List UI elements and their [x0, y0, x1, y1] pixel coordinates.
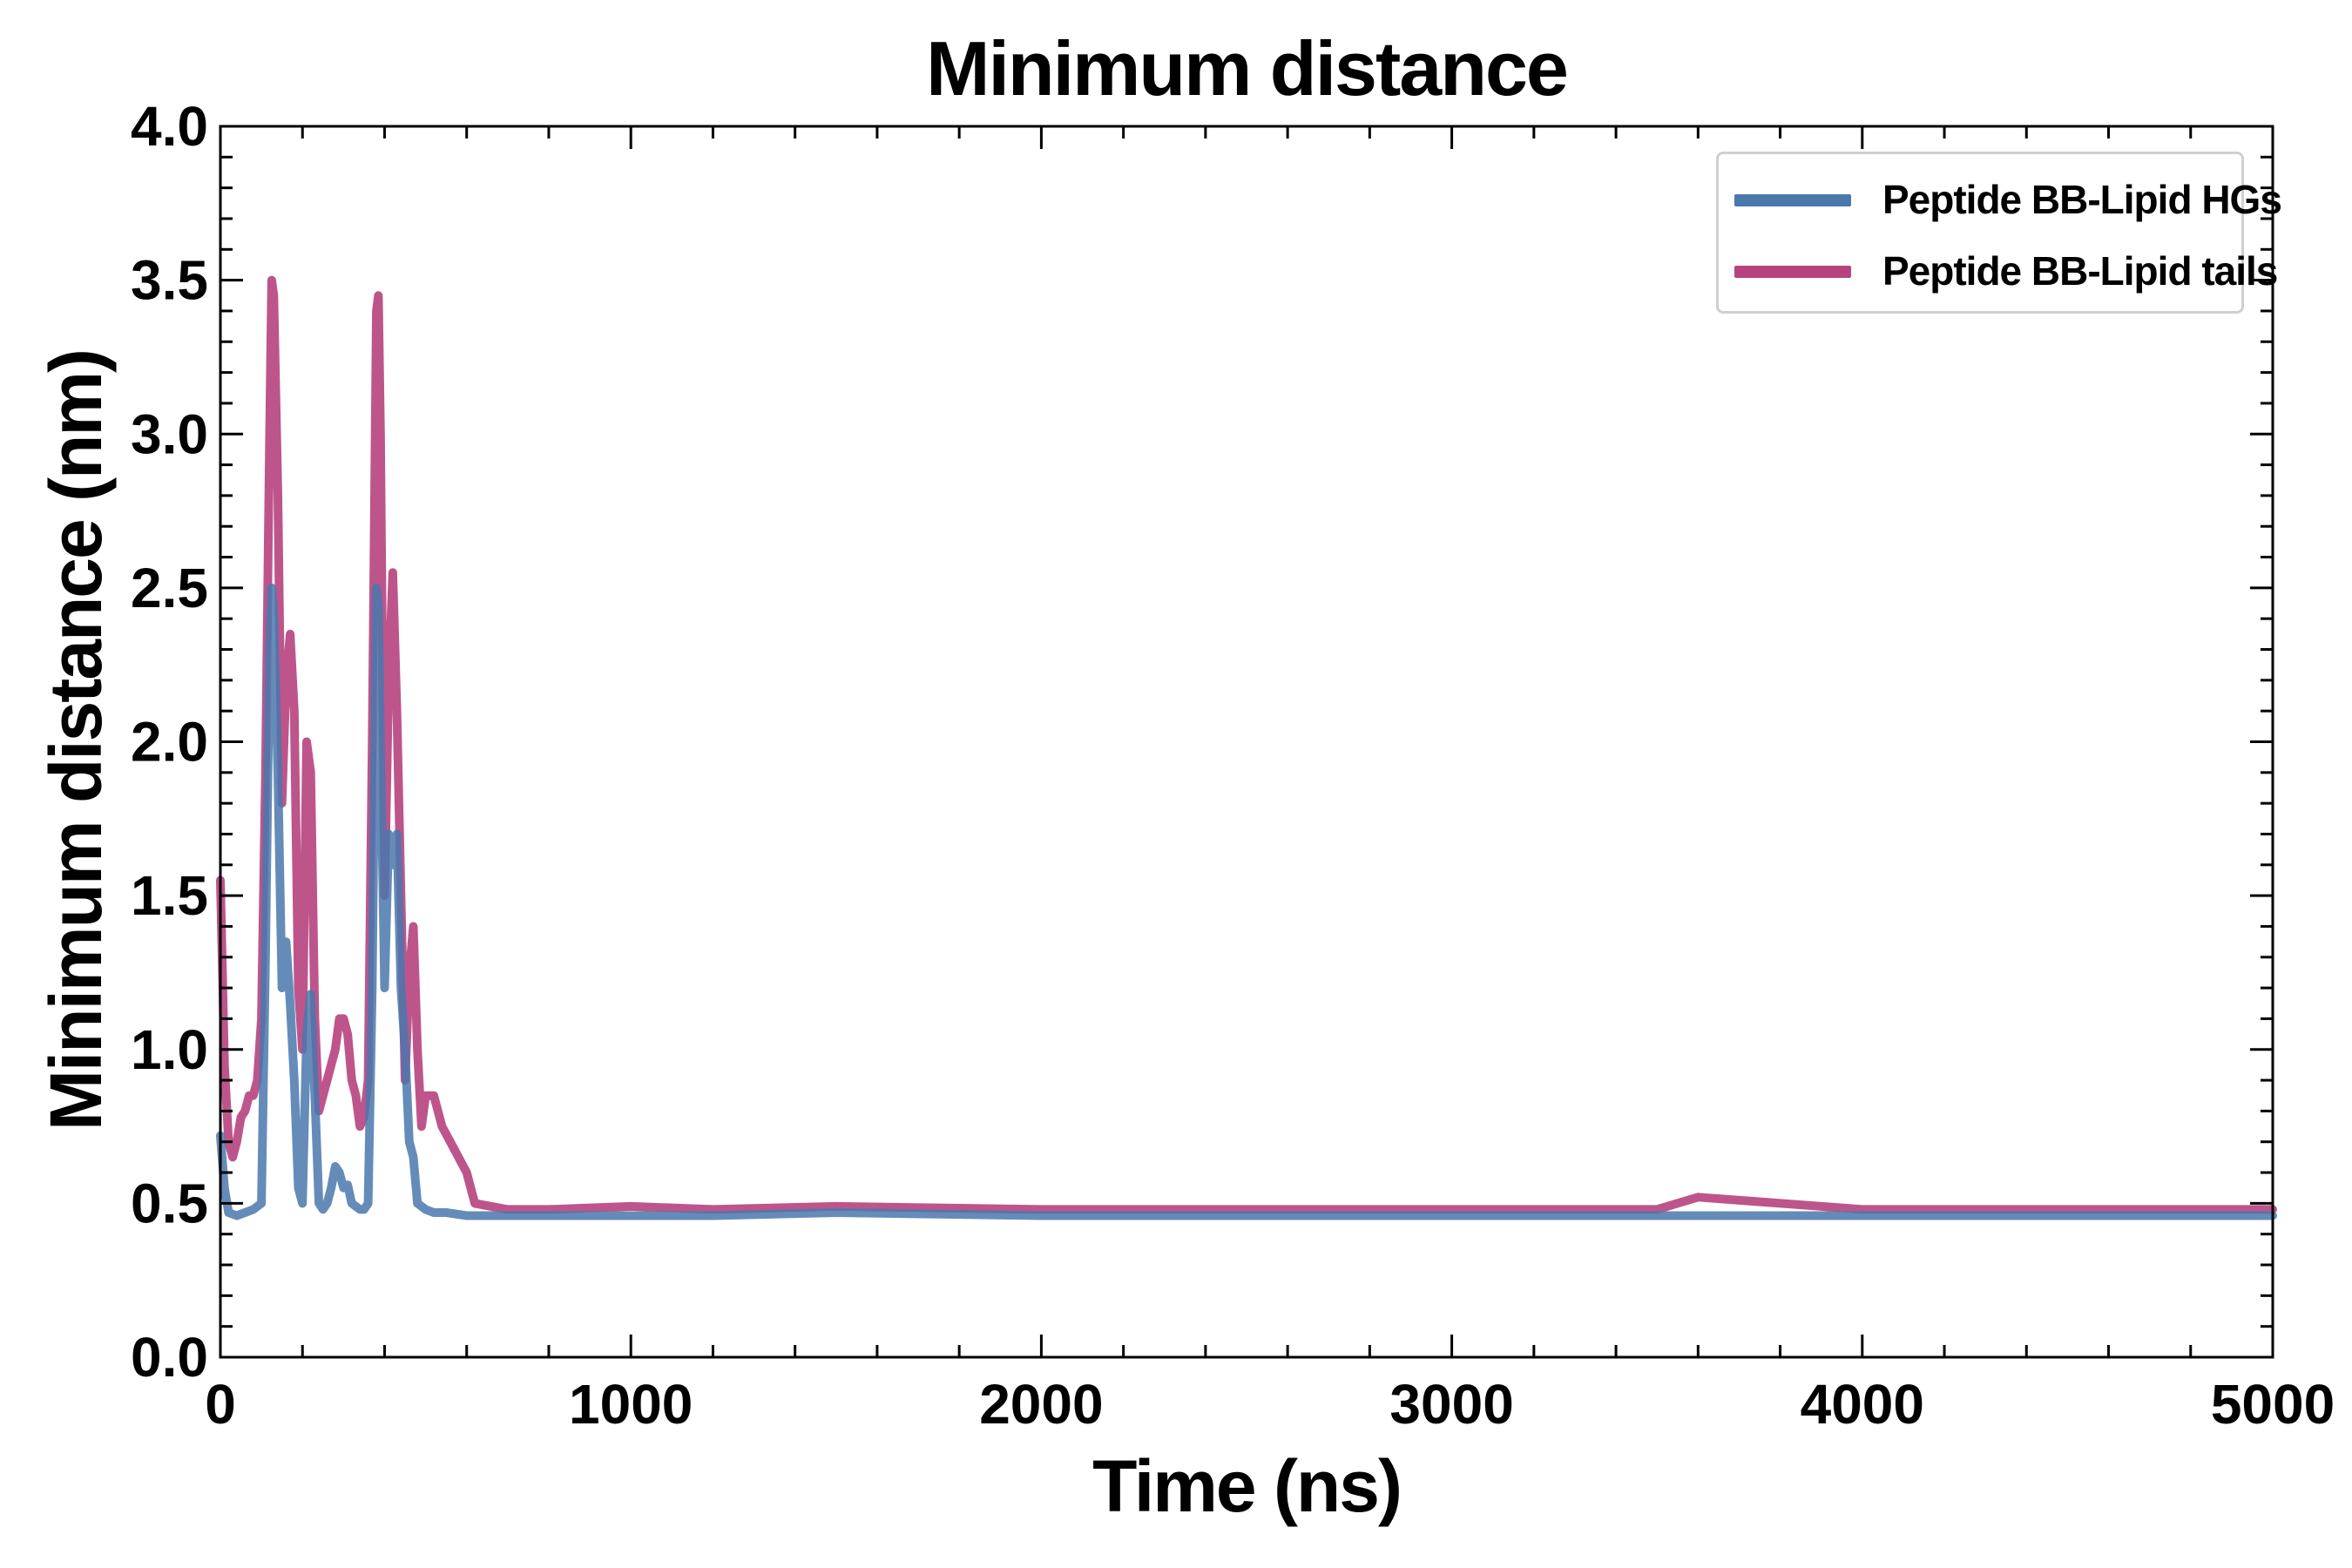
x-tick-label: 2000 [979, 1373, 1103, 1436]
legend-label-hgs: Peptide BB-Lipid HGs [1882, 177, 2282, 222]
legend-label-tails: Peptide BB-Lipid tails [1882, 248, 2278, 294]
tick-layer: 0 1000 2000 3000 4000 5000 0.0 0.5 1.0 1.5 2.0 2.5 3… [131, 95, 2335, 1436]
y-tick-label: 3.0 [131, 402, 208, 465]
legend-item-hgs: Peptide BB-Lipid HGs [1719, 173, 2282, 226]
y-tick-label: 1.5 [131, 864, 208, 927]
chart-title: Minimum distance [926, 25, 1569, 112]
x-tick-label: 1000 [569, 1373, 693, 1436]
legend-swatch-tails [1734, 266, 1851, 278]
legend-swatch-hgs [1734, 194, 1851, 206]
series-line-tails [216, 275, 2277, 1214]
x-axis-label: Time (ns) [1092, 1445, 1402, 1527]
series-layer [216, 275, 2277, 1220]
y-tick-label: 2.5 [131, 557, 208, 619]
y-tick-label: 2.0 [131, 711, 208, 774]
legend: Peptide BB-Lipid HGs Peptide BB-Lipid ta… [1716, 152, 2282, 314]
y-tick-label: 3.5 [131, 249, 208, 312]
x-tick-label: 0 [205, 1373, 236, 1436]
plot-frame [219, 125, 2274, 1359]
series-line-hgs [216, 583, 2277, 1220]
y-tick-label: 4.0 [131, 95, 208, 158]
y-tick-label: 0.0 [131, 1326, 208, 1389]
legend-item-tails: Peptide BB-Lipid tails [1719, 245, 2278, 297]
x-tick-label: 4000 [1801, 1373, 1924, 1436]
x-tick-label: 5000 [2211, 1373, 2335, 1436]
x-tick-label: 3000 [1389, 1373, 1513, 1436]
y-tick-label: 0.5 [131, 1172, 208, 1234]
y-tick-label: 1.0 [131, 1018, 208, 1081]
